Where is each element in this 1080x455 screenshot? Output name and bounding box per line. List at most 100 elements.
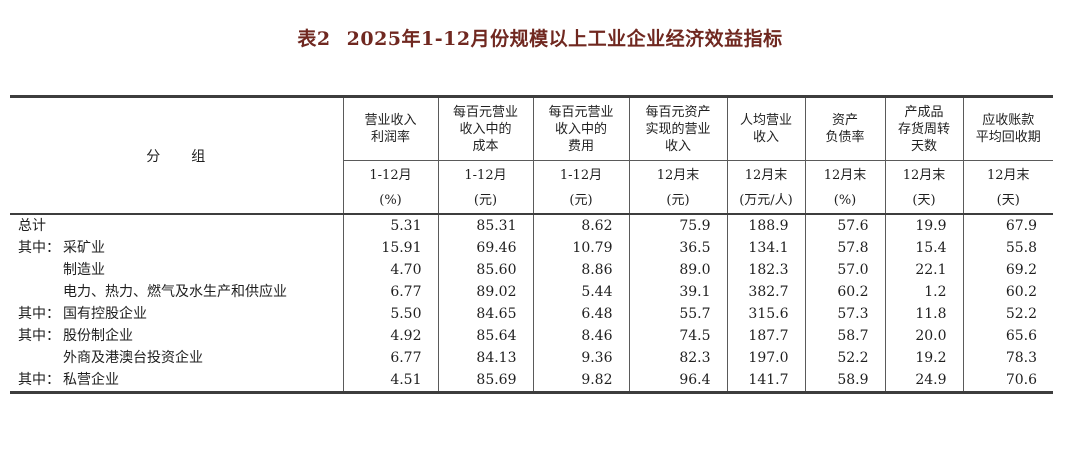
row-label-cell: 其中： 采矿业	[10, 237, 343, 259]
column-header-debt-ratio: 资产 负债率	[804, 96, 885, 161]
period-unit-cell: 12月末 (天)	[884, 160, 963, 215]
cell-value: 84.65	[437, 303, 533, 325]
column-header-profit-margin: 营业收入 利润率	[342, 96, 438, 161]
table-header: 分 组 营业收入 利润率 每百元营业 收入中的 成本 每百元营业 收入中的 费用…	[10, 96, 1053, 215]
cell-value: 15.4	[884, 237, 963, 259]
period-label: 12月末	[823, 167, 867, 183]
cell-value: 57.3	[804, 303, 885, 325]
period-unit-cell: 1-12月 (%)	[342, 160, 438, 215]
row-label-text: 国有控股企业	[63, 306, 147, 322]
cell-value: 5.31	[342, 214, 438, 237]
cell-value: 52.2	[962, 303, 1053, 325]
cell-value: 69.46	[437, 237, 533, 259]
table-row: 其中： 私营企业 4.51 85.69 9.82 96.4 141.7 58.9 24.9 70.…	[10, 369, 1053, 393]
row-label-prefix: 其中：	[18, 306, 60, 322]
page-title: 表2 2025年1-12月份规模以上工业企业经济效益指标	[0, 26, 1080, 52]
cell-value: 182.3	[726, 259, 805, 281]
cell-value: 188.9	[726, 214, 805, 237]
period-label: 1-12月	[369, 167, 412, 183]
row-label-text: 总计	[18, 218, 46, 234]
period-label: 12月末	[656, 167, 700, 183]
period-label: 1-12月	[559, 167, 603, 183]
cell-value: 67.9	[962, 214, 1053, 237]
cell-value: 15.91	[342, 237, 438, 259]
row-label-prefix: 其中：	[18, 240, 60, 256]
table-row: 其中： 股份制企业 4.92 85.64 8.46 74.5 187.7 58.7 20.0 65…	[10, 325, 1053, 347]
cell-value: 74.5	[628, 325, 727, 347]
cell-value: 52.2	[804, 347, 885, 369]
row-label-cell: 其中： 股份制企业	[10, 325, 343, 347]
cell-value: 1.2	[884, 281, 963, 303]
table-row: 电力、热力、燃气及水生产和供应业 6.77 89.02 5.44 39.1 382.7 60…	[10, 281, 1053, 303]
column-header-group: 分 组	[10, 96, 343, 215]
cell-value: 75.9	[628, 214, 727, 237]
cell-value: 36.5	[628, 237, 727, 259]
cell-value: 315.6	[726, 303, 805, 325]
unit-label: (%)	[833, 192, 857, 208]
cell-value: 9.82	[532, 369, 629, 393]
cell-value: 4.70	[342, 259, 438, 281]
row-label-cell: 制造业	[10, 259, 343, 281]
row-label-cell: 其中： 国有控股企业	[10, 303, 343, 325]
cell-value: 85.64	[437, 325, 533, 347]
header-row-period-unit: 1-12月 (%) 1-12月 (元) 1-12月 (元) 12月末 (元) 1…	[10, 160, 1053, 215]
row-label-prefix: 其中：	[18, 372, 60, 388]
row-label-cell: 总计	[10, 214, 343, 237]
cell-value: 65.6	[962, 325, 1053, 347]
table-row: 其中： 采矿业 15.91 69.46 10.79 36.5 134.1 57.8 15.4 55…	[10, 237, 1053, 259]
cell-value: 85.60	[437, 259, 533, 281]
cell-value: 60.2	[804, 281, 885, 303]
period-label: 12月末	[744, 167, 788, 183]
table-number-label: 表2	[297, 28, 331, 50]
cell-value: 6.48	[532, 303, 629, 325]
cell-value: 85.69	[437, 369, 533, 393]
cell-value: 55.7	[628, 303, 727, 325]
row-label-text: 股份制企业	[63, 328, 133, 344]
table-body: 总计 5.31 85.31 8.62 75.9 188.9 57.6 19.9 67.9 其中：采…	[10, 214, 1053, 393]
unit-label: (元)	[473, 192, 498, 208]
cell-value: 89.02	[437, 281, 533, 303]
cell-value: 8.86	[532, 259, 629, 281]
period-label: 1-12月	[464, 167, 507, 183]
cell-value: 187.7	[726, 325, 805, 347]
row-label-text: 电力、热力、燃气及水生产和供应业	[63, 284, 287, 300]
row-label-prefix: 其中：	[18, 328, 60, 344]
cell-value: 60.2	[962, 281, 1053, 303]
table-row: 总计 5.31 85.31 8.62 75.9 188.9 57.6 19.9 67.9	[10, 214, 1053, 237]
cell-value: 4.92	[342, 325, 438, 347]
row-label-cell: 电力、热力、燃气及水生产和供应业	[10, 281, 343, 303]
cell-value: 96.4	[628, 369, 727, 393]
unit-label: (天)	[912, 192, 936, 208]
unit-label: (元)	[666, 192, 690, 208]
row-label-text: 外商及港澳台投资企业	[63, 350, 203, 366]
unit-label: (万元/人)	[739, 192, 793, 208]
cell-value: 11.8	[884, 303, 963, 325]
cell-value: 24.9	[884, 369, 963, 393]
economic-indicators-table: 分 组 营业收入 利润率 每百元营业 收入中的 成本 每百元营业 收入中的 费用…	[10, 95, 1053, 394]
cell-value: 5.50	[342, 303, 438, 325]
row-label-text: 私营企业	[63, 372, 119, 388]
cell-value: 57.8	[804, 237, 885, 259]
cell-value: 134.1	[726, 237, 805, 259]
table-row: 制造业 4.70 85.60 8.86 89.0 182.3 57.0 22.1 69.2	[10, 259, 1053, 281]
header-row-indicators: 分 组 营业收入 利润率 每百元营业 收入中的 成本 每百元营业 收入中的 费用…	[10, 96, 1053, 215]
cell-value: 197.0	[726, 347, 805, 369]
row-label-text: 制造业	[63, 262, 105, 278]
cell-value: 89.0	[628, 259, 727, 281]
unit-label: (天)	[996, 192, 1020, 208]
cell-value: 39.1	[628, 281, 727, 303]
cell-value: 6.77	[342, 281, 438, 303]
cell-value: 55.8	[962, 237, 1053, 259]
cell-value: 5.44	[532, 281, 629, 303]
period-unit-cell: 12月末 (%)	[804, 160, 885, 215]
cell-value: 141.7	[726, 369, 805, 393]
column-header-expense-per-100: 每百元营业 收入中的 费用	[532, 96, 629, 161]
cell-value: 8.46	[532, 325, 629, 347]
cell-value: 57.6	[804, 214, 885, 237]
row-label-text: 采矿业	[63, 240, 105, 256]
period-label: 12月末	[902, 167, 946, 183]
cell-value: 4.51	[342, 369, 438, 393]
cell-value: 84.13	[437, 347, 533, 369]
column-header-cost-per-100: 每百元营业 收入中的 成本	[437, 96, 533, 161]
table-row: 外商及港澳台投资企业 6.77 84.13 9.36 82.3 197.0 52.2 19.2…	[10, 347, 1053, 369]
